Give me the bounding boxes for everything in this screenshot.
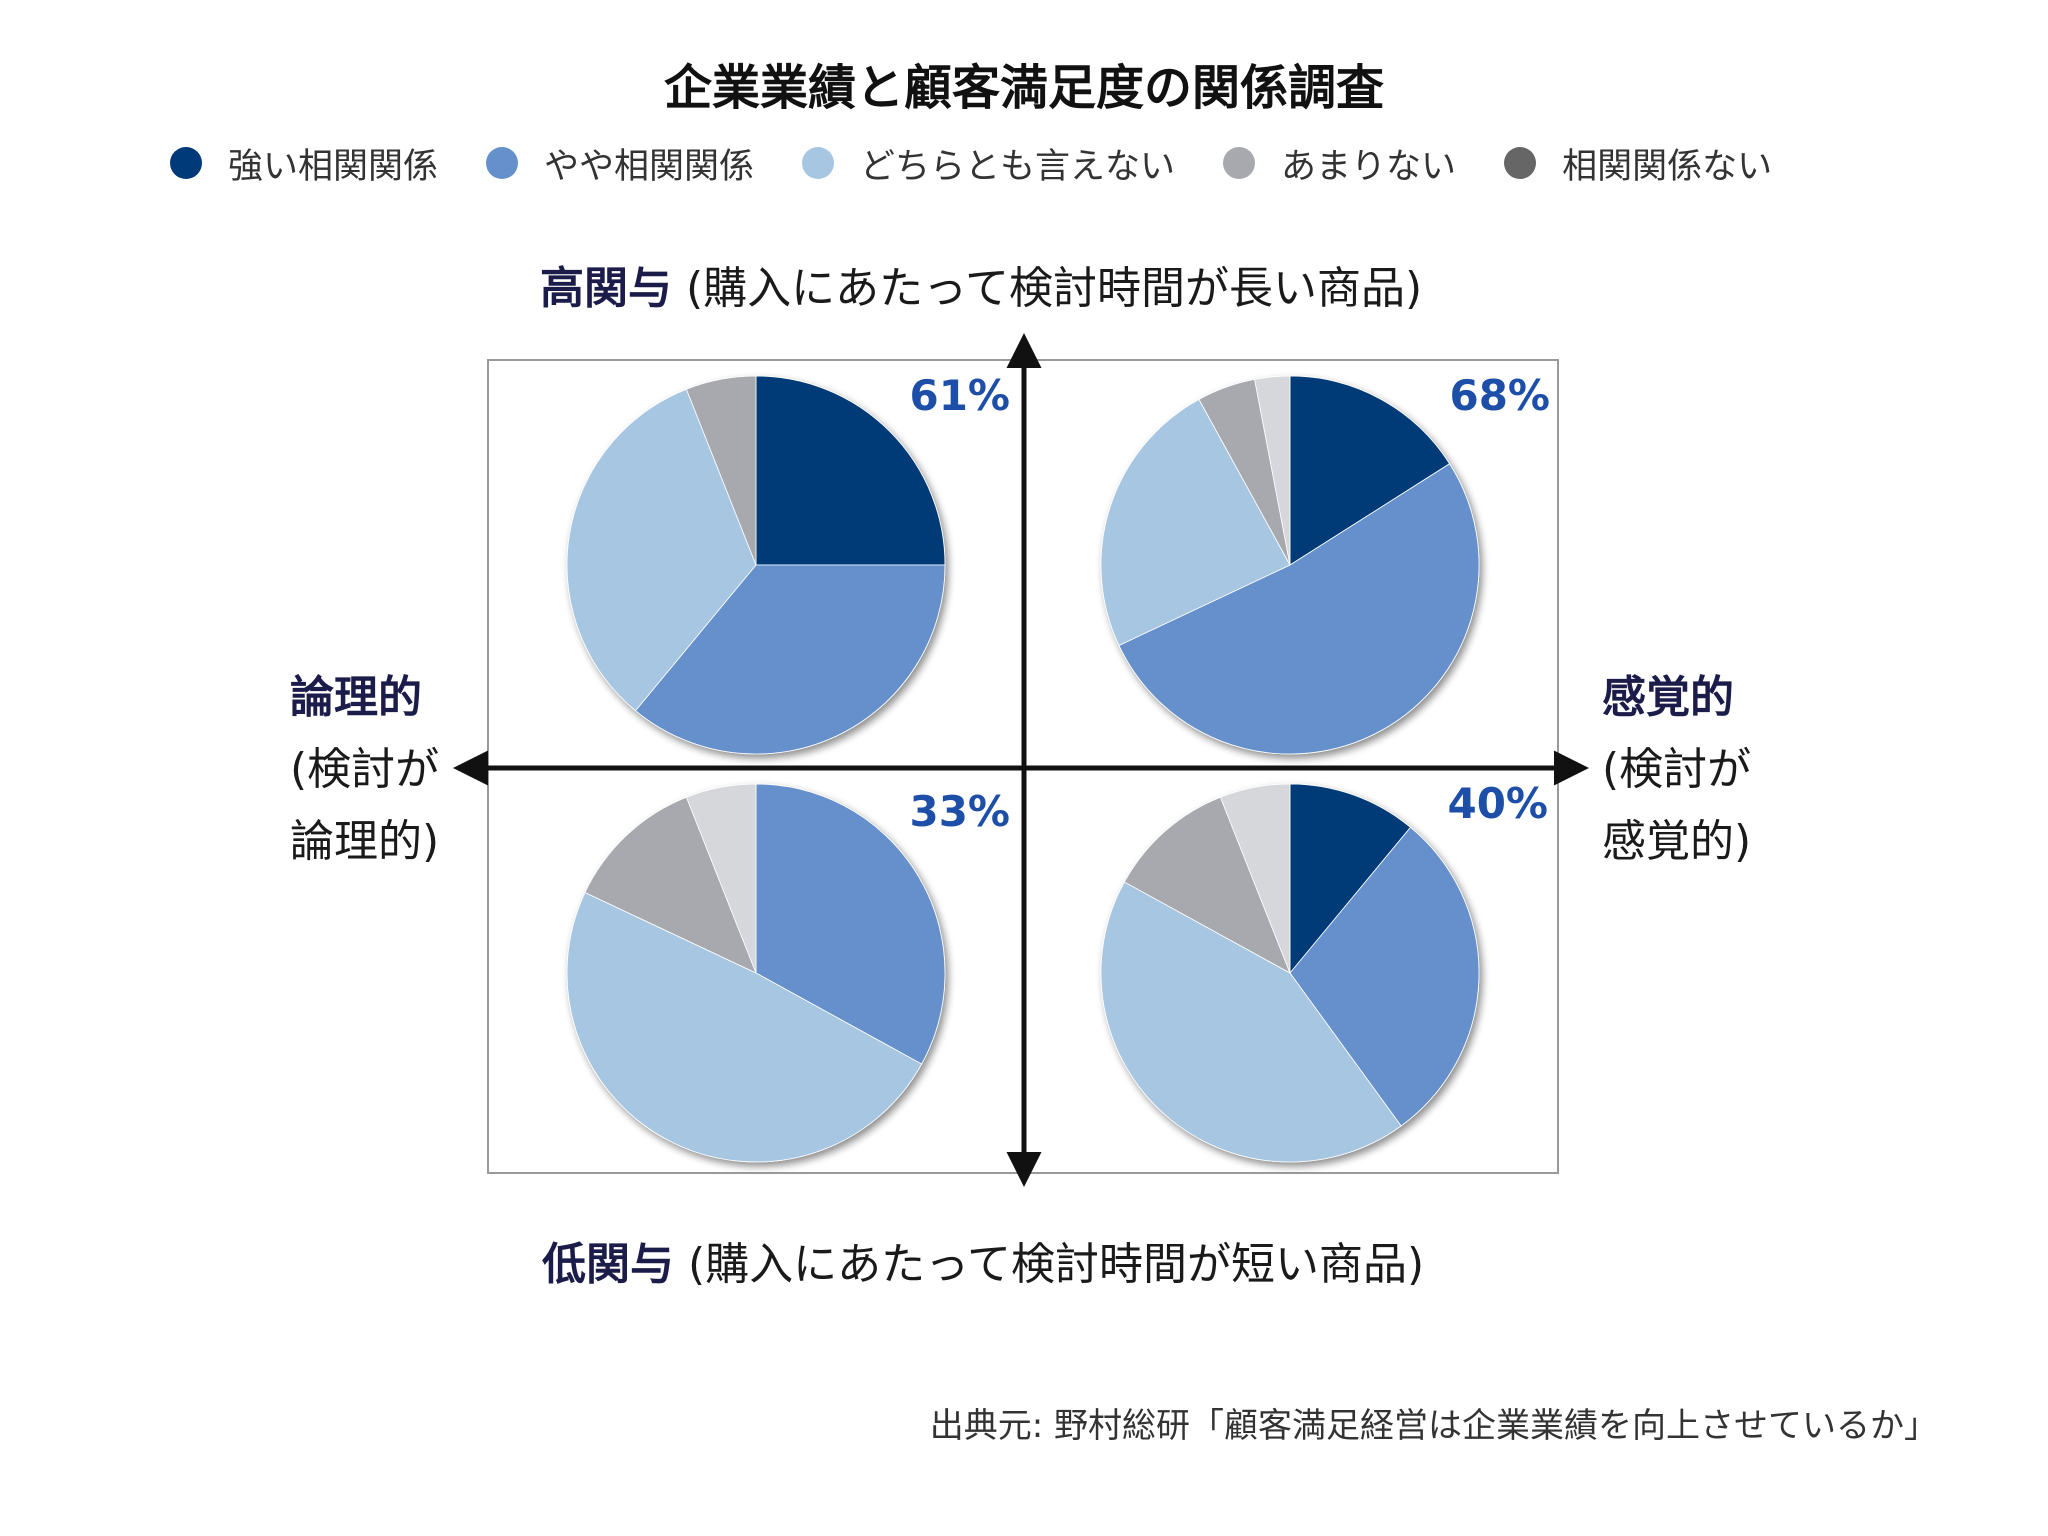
- axis-label-bottom-bold: 低関与: [542, 1239, 674, 1290]
- legend-label-strong: 強い相関関係: [228, 146, 439, 187]
- pie-1-slice-little: [685, 375, 757, 566]
- percent-label-top-left: 61%: [909, 371, 1010, 420]
- axis-label-top-text: (購入にあたって検討時間が長い商品): [686, 263, 1423, 314]
- legend-label-somewhat: やや相関関係: [544, 146, 755, 187]
- legend-swatch-somewhat: [486, 147, 519, 179]
- legend: 強い相関関係 やや相関関係 どちらとも言えない あまりない 相関関係ない: [170, 138, 1820, 188]
- legend-label-neutral: どちらとも言えない: [860, 146, 1176, 187]
- axis-label-right-line1: (検討が: [1602, 744, 1752, 795]
- pie-3-slice-somewhat: [755, 783, 946, 1065]
- axis-label-left-line1: (検討が: [290, 744, 440, 795]
- pie-4-slice-neutral: [1100, 881, 1402, 1163]
- percent-label-bottom-right: 40%: [1447, 779, 1548, 828]
- axis-label-left-bold: 論理的: [290, 672, 422, 723]
- pie-2-slice-somewhat: [1118, 463, 1480, 755]
- pie-2: [1100, 375, 1480, 755]
- pie-1-slice-neutral: [566, 388, 757, 712]
- pie-4-slice-somewhat: [1289, 826, 1480, 1127]
- pie-4: [1100, 783, 1480, 1163]
- pie-1-slice-strong: [755, 375, 946, 566]
- pie-2-slice-strong: [1289, 375, 1451, 566]
- pie-2-slice-none: [1254, 375, 1291, 566]
- chart-title: 企業業績と顧客満足度の関係調査: [663, 60, 1384, 116]
- pie-2-slice-neutral: [1100, 398, 1291, 647]
- pie-1: [566, 375, 946, 755]
- legend-label-little: あまりない: [1281, 146, 1457, 187]
- axis-label-left-line2: 論理的): [290, 816, 440, 867]
- pie-3-slice-little: [584, 796, 757, 974]
- pie-3-slice-neutral: [566, 891, 923, 1163]
- axis-label-bottom-text: (購入にあたって検討時間が短い商品): [688, 1239, 1425, 1290]
- axis-label-top-bold: 高関与: [540, 263, 672, 314]
- legend-item-none: 相関関係ない: [1504, 138, 1772, 189]
- legend-item-strong: 強い相関関係: [170, 138, 438, 189]
- legend-swatch-strong: [170, 147, 202, 179]
- legend-item-somewhat: やや相関関係: [486, 138, 754, 189]
- legend-label-none: 相関関係ない: [1562, 146, 1773, 187]
- axis-label-left: 論理的 (検討が 論理的): [290, 662, 439, 878]
- legend-item-neutral: どちらとも言えない: [802, 138, 1175, 189]
- pie-4-slice-little: [1123, 796, 1291, 974]
- pie-1-slice-somewhat: [634, 564, 946, 755]
- axis-label-right-bold: 感覚的: [1602, 672, 1734, 723]
- axis-label-top: 高関与 (購入にあたって検討時間が長い商品): [540, 252, 1422, 316]
- percent-label-top-right: 68%: [1449, 371, 1550, 420]
- legend-swatch-none: [1504, 147, 1537, 179]
- axis-label-bottom: 低関与 (購入にあたって検討時間が短い商品): [542, 1228, 1424, 1292]
- pie-3: [566, 783, 946, 1163]
- legend-item-little: あまりない: [1223, 138, 1456, 189]
- axis-label-right-line2: 感覚的): [1602, 816, 1752, 867]
- source-note: 出典元: 野村総研「顧客満足経営は企業業績を向上させているか」: [929, 1406, 1938, 1446]
- percent-label-bottom-left: 33%: [909, 787, 1010, 836]
- axis-label-right: 感覚的 (検討が 感覚的): [1602, 662, 1751, 878]
- legend-swatch-little: [1223, 147, 1256, 179]
- legend-swatch-neutral: [802, 147, 835, 179]
- pies-group: [566, 375, 1480, 1163]
